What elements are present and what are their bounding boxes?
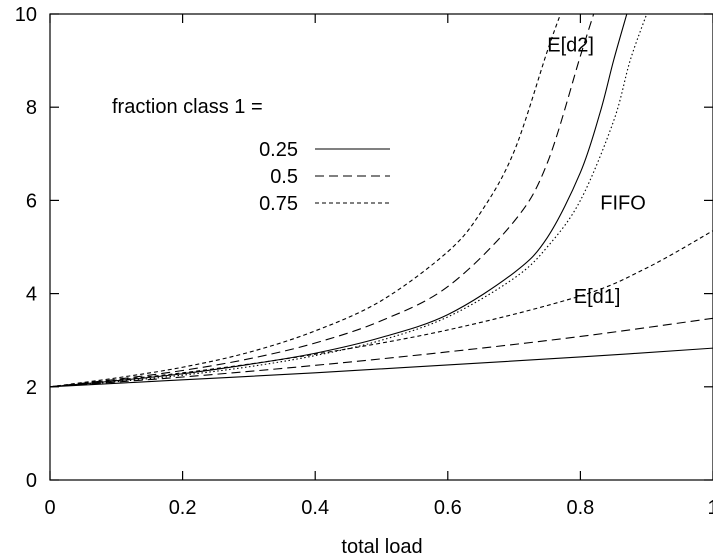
y-tick-label: 4 [26, 284, 37, 306]
series-line-fifo-FIFO [50, 14, 648, 388]
series-layer [50, 14, 713, 388]
series-line-ed2-05 [50, 14, 595, 388]
x-tick-label: 0.2 [169, 497, 197, 519]
plot-frame [49, 13, 713, 481]
y-tick-label: 0 [26, 470, 37, 492]
annotations: E[d2] FIFO E[d1] [547, 34, 646, 308]
series-line-ed2-025 [50, 14, 628, 388]
y-tick-label: 2 [26, 377, 37, 399]
x-tick-label: 1 [707, 497, 713, 519]
y-tick-labels: 0 2 4 6 8 10 [15, 4, 37, 492]
x-tick-label: 0 [44, 497, 55, 519]
series-line-ed1-025 [50, 347, 713, 388]
legend-entry-label: 0.5 [270, 166, 298, 188]
y-tick-label: 6 [26, 190, 37, 212]
series-line-ed1-05 [50, 317, 713, 388]
x-tick-labels: 0 0.2 0.4 0.6 0.8 1 [44, 497, 713, 519]
legend-title: fraction class 1 = [112, 96, 263, 118]
legend-entry-label: 0.25 [259, 139, 298, 161]
series-line-ed1-075 [50, 230, 713, 388]
y-tick-label: 8 [26, 97, 37, 119]
x-tick-label: 0.8 [566, 497, 594, 519]
y-tick-label: 10 [15, 4, 37, 26]
annotation-label: FIFO [600, 193, 646, 215]
x-axis-label: total load [341, 536, 422, 558]
legend: fraction class 1 = 0.25 0.5 0.75 [112, 96, 390, 215]
annotation-label: E[d2] [547, 34, 594, 56]
series-line-ed2-075 [50, 14, 562, 388]
legend-entry-label: 0.75 [259, 193, 298, 215]
axis-ticks [49, 13, 713, 481]
x-tick-label: 0.6 [434, 497, 462, 519]
x-tick-label: 0.4 [301, 497, 329, 519]
annotation-label: E[d1] [574, 286, 621, 308]
